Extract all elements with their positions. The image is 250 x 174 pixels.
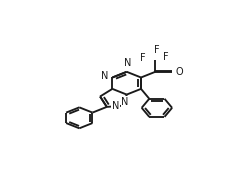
Text: N: N bbox=[121, 97, 128, 107]
Text: N: N bbox=[101, 71, 108, 81]
Text: F: F bbox=[162, 52, 168, 62]
Text: O: O bbox=[175, 67, 182, 77]
Text: F: F bbox=[140, 53, 145, 63]
Text: N: N bbox=[112, 101, 119, 111]
Text: N: N bbox=[124, 58, 131, 68]
Text: F: F bbox=[154, 45, 160, 55]
